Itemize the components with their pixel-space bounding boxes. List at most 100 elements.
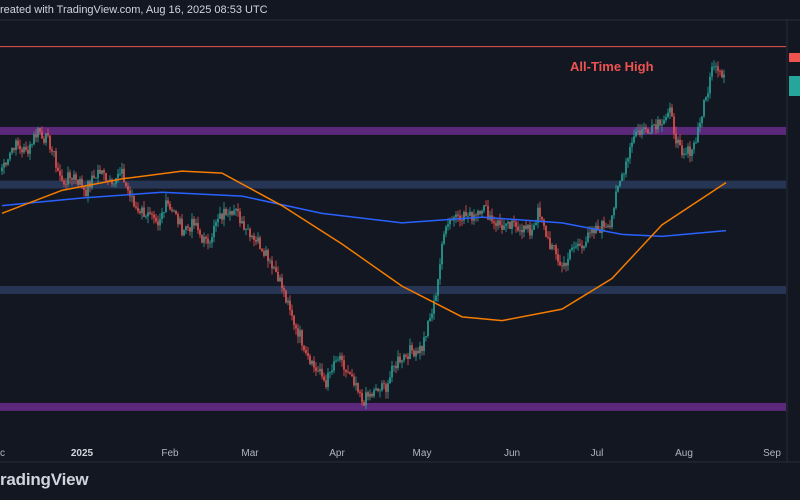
x-axis-tick-label: Feb (161, 448, 179, 459)
candle (665, 113, 667, 123)
candle (143, 200, 145, 218)
candle-body (657, 119, 659, 130)
candle-body (661, 124, 663, 126)
candle (283, 285, 285, 297)
candle-body (643, 127, 645, 130)
x-axis-tick-label: c (0, 448, 5, 459)
candle (9, 151, 11, 162)
candle (137, 202, 139, 214)
candle-body (229, 211, 231, 215)
candle-body (307, 352, 309, 356)
all-time-high-annotation: All-Time High (570, 59, 654, 74)
candle (383, 379, 385, 390)
candle-body (385, 384, 387, 392)
candle (397, 350, 399, 371)
candle (53, 150, 55, 157)
x-axis-tick-label: Apr (329, 448, 345, 459)
candle-body (47, 133, 49, 136)
candle (31, 143, 33, 148)
candle (249, 227, 251, 242)
candle-body (191, 218, 193, 232)
candle (365, 386, 367, 409)
candle (335, 356, 337, 363)
candle-body (339, 355, 341, 360)
candle-body (277, 271, 279, 282)
candle (519, 224, 521, 236)
candle (363, 400, 365, 406)
candle (65, 178, 67, 190)
candle (553, 244, 555, 251)
candle-body (283, 288, 285, 291)
candle-body (565, 262, 567, 266)
candle-body (667, 112, 669, 118)
candle-body (289, 300, 291, 311)
candle-body (619, 181, 621, 187)
candle (195, 218, 197, 227)
candle-body (655, 124, 657, 130)
candle (387, 379, 389, 399)
candle (239, 208, 241, 227)
candle (523, 225, 525, 238)
candle (389, 371, 391, 384)
candle (155, 213, 157, 224)
candle (185, 225, 187, 234)
candle-body (483, 205, 485, 211)
candle-body (609, 225, 611, 228)
candle (531, 223, 533, 239)
candle (497, 218, 499, 230)
candle (703, 99, 705, 118)
candle-body (53, 150, 55, 152)
candle-body (129, 190, 131, 197)
candle-body (529, 224, 531, 236)
candle (715, 62, 717, 73)
candle-body (219, 213, 221, 219)
candle (571, 244, 573, 252)
candle-body (419, 346, 421, 354)
candle (507, 220, 509, 229)
candle (641, 124, 643, 139)
candle-body (417, 350, 419, 354)
candle-body (271, 260, 273, 269)
x-axis-tick-label: Mar (241, 448, 259, 459)
candle-body (437, 279, 439, 296)
candle-body (391, 365, 393, 378)
candle-body (547, 236, 549, 238)
candle-body (607, 225, 609, 227)
candle (333, 355, 335, 374)
candle-body (585, 241, 587, 247)
candle (319, 362, 321, 375)
candle (33, 131, 35, 146)
candle-body (541, 216, 543, 220)
candle (359, 389, 361, 398)
candle (521, 223, 523, 239)
candle (35, 128, 37, 143)
candle (509, 221, 511, 230)
candle (655, 119, 657, 134)
candle (183, 229, 185, 237)
candle-body (651, 125, 653, 134)
candle-body (463, 212, 465, 221)
candle-body (459, 215, 461, 221)
candle (581, 240, 583, 254)
candle (345, 369, 347, 378)
candle-body (5, 162, 7, 165)
candle (153, 210, 155, 224)
candle (699, 117, 701, 133)
candle (265, 245, 267, 256)
candle (477, 209, 479, 222)
candle-body (669, 107, 671, 113)
candle-body (225, 208, 227, 216)
candle (25, 141, 27, 152)
candle-body (131, 196, 133, 197)
candle (277, 266, 279, 282)
candle-body (721, 70, 723, 78)
candle-body (659, 119, 661, 126)
candle-body (553, 245, 555, 246)
candle-body (511, 220, 513, 229)
candle-body (521, 229, 523, 233)
candle (669, 102, 671, 120)
candle-body (587, 232, 589, 242)
candle (559, 254, 561, 267)
